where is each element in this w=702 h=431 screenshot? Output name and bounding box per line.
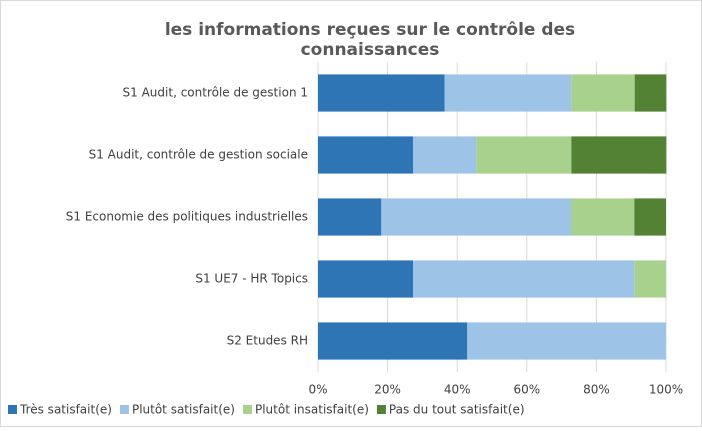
- x-tick-label: 20%: [374, 383, 401, 397]
- bar-segment: [318, 136, 414, 174]
- y-tick-label: S2 Etudes RH: [227, 334, 308, 348]
- bar-segment: [381, 198, 571, 236]
- x-tick-label: 60%: [513, 383, 540, 397]
- x-tick-label: 80%: [583, 383, 610, 397]
- bar-segment: [634, 74, 667, 112]
- bar-segment: [634, 198, 666, 236]
- bar-segment: [570, 198, 635, 236]
- bar-segment: [571, 74, 635, 112]
- legend-swatch: [242, 405, 252, 414]
- bar-segment: [413, 136, 477, 174]
- bar-segment: [467, 322, 666, 360]
- legend-swatch: [376, 405, 386, 414]
- legend-swatch: [119, 405, 129, 414]
- bar-segment: [318, 260, 414, 298]
- y-tick-label: S1 UE7 - HR Topics: [195, 272, 308, 286]
- bar-segment: [318, 322, 468, 360]
- legend-label: Plutôt satisfait(e): [132, 403, 235, 417]
- chart-title-text: les informations reçues sur le contrôle …: [165, 20, 575, 60]
- y-tick-label: S1 Economie des politiques industrielles: [66, 210, 308, 224]
- legend-swatch: [8, 405, 17, 414]
- bar-segment: [318, 74, 445, 112]
- x-tick-label: 100%: [649, 383, 683, 397]
- x-tick-label: 0%: [308, 383, 327, 397]
- legend-label: Très satisfait(e): [19, 403, 112, 417]
- x-tick-label: 40%: [444, 383, 471, 397]
- bar-segment: [571, 136, 667, 174]
- legend-label: Plutôt insatisfait(e): [255, 403, 369, 417]
- legend-label: Pas du tout satisfait(e): [389, 403, 525, 417]
- bar-segment: [444, 74, 572, 112]
- y-tick-label: S1 Audit, contrôle de gestion 1: [123, 86, 308, 100]
- bar-segment: [318, 198, 382, 236]
- chart-title: les informations reçues sur le contrôle …: [165, 20, 575, 60]
- y-tick-label: S1 Audit, contrôle de gestion sociale: [89, 148, 308, 162]
- bar-segment: [634, 260, 666, 298]
- bar-segment: [413, 260, 635, 298]
- bar-segment: [476, 136, 572, 174]
